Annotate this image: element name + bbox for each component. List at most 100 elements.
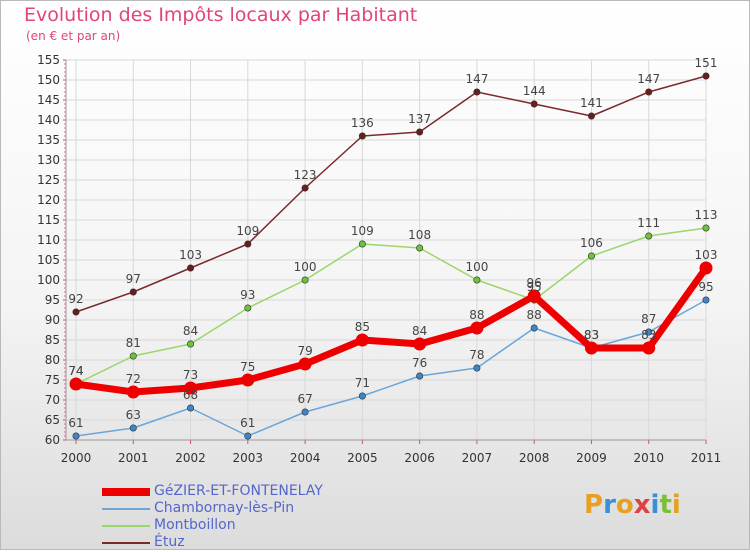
y-tick-label: 125: [37, 173, 60, 187]
data-point: [69, 377, 83, 391]
y-tick-label: 65: [45, 413, 60, 427]
data-point: [416, 244, 424, 252]
y-tick-label: 80: [45, 353, 60, 367]
x-tick-label: 2004: [290, 451, 321, 465]
y-tick-label: 95: [45, 293, 60, 307]
data-label: 83: [584, 328, 599, 342]
data-label: 136: [351, 116, 374, 130]
proxiti-logo: Proxiti: [584, 490, 681, 520]
data-label: 68: [183, 388, 198, 402]
logo-letter: o: [615, 490, 634, 520]
axis-layer: 60 65 70 75 80 85 90 95 100 105 110 115 120 125 130 135…: [37, 53, 721, 465]
series-chambornay-l-s-pin: [72, 296, 710, 440]
data-point: [129, 424, 137, 432]
data-point: [702, 224, 710, 232]
logo-letter: r: [603, 490, 616, 520]
data-label: 103: [179, 248, 202, 262]
data-point: [473, 88, 481, 96]
x-tick-label: 2010: [633, 451, 664, 465]
legend-swatch: [102, 542, 150, 544]
data-label: 144: [523, 84, 546, 98]
data-label: 74: [68, 364, 83, 378]
data-label: 147: [465, 72, 488, 86]
data-point: [416, 372, 424, 380]
x-tick-label: 2007: [462, 451, 493, 465]
y-tick-label: 75: [45, 373, 60, 387]
data-point: [473, 276, 481, 284]
data-label: 76: [412, 356, 427, 370]
data-point: [72, 308, 80, 316]
legend-label: GéZIER-ET-FONTENELAY: [154, 483, 323, 499]
x-tick-label: 2001: [118, 451, 149, 465]
chart-title: Evolution des Impôts locaux par Habitant: [24, 4, 418, 26]
y-tick-label: 145: [37, 93, 60, 107]
data-point: [645, 88, 653, 96]
data-point: [187, 264, 195, 272]
data-label: 97: [126, 272, 141, 286]
legend-label: Montboillon: [154, 517, 236, 533]
series-line: [75, 227, 707, 385]
data-label: 141: [580, 96, 603, 110]
logo-letter: P: [584, 490, 604, 520]
data-point: [129, 288, 137, 296]
data-label: 111: [637, 216, 660, 230]
data-point: [241, 373, 255, 387]
data-point: [358, 392, 366, 400]
data-point: [473, 364, 481, 372]
legend-label: Étuz: [154, 534, 185, 550]
y-tick-label: 130: [37, 153, 60, 167]
data-label: 123: [294, 168, 317, 182]
data-label: 109: [351, 224, 374, 238]
data-point: [702, 72, 710, 80]
data-label: 147: [637, 72, 660, 86]
x-tick-label: 2002: [175, 451, 206, 465]
x-tick-label: 2006: [404, 451, 435, 465]
data-label: 81: [126, 336, 141, 350]
chart-subtitle: (en € et par an): [26, 29, 121, 43]
data-label: 84: [412, 324, 427, 338]
data-label: 71: [355, 376, 370, 390]
x-tick-label: 2008: [519, 451, 550, 465]
data-point: [702, 296, 710, 304]
data-label: 113: [695, 208, 718, 222]
data-point: [470, 321, 484, 335]
series-line: [72, 264, 710, 396]
series-layer: [69, 72, 713, 440]
legend-swatch: [102, 525, 150, 527]
data-label: 106: [580, 236, 603, 250]
data-point: [645, 328, 653, 336]
logo-letter: x: [633, 490, 651, 520]
y-tick-label: 135: [37, 133, 60, 147]
data-point: [358, 132, 366, 140]
legend-swatch: [102, 508, 150, 510]
y-tick-label: 155: [37, 53, 60, 67]
data-point: [184, 381, 198, 395]
data-label: 88: [527, 308, 542, 322]
series-g-zier-et-fontenelay: [69, 261, 713, 399]
data-label: 83: [641, 328, 656, 342]
data-point: [530, 324, 538, 332]
data-point: [530, 100, 538, 108]
data-point: [587, 252, 595, 260]
data-point: [584, 341, 598, 355]
data-point: [187, 340, 195, 348]
data-label: 83: [584, 328, 599, 342]
data-point: [358, 240, 366, 248]
data-label: 95: [698, 280, 713, 294]
x-tick-label: 2000: [61, 451, 92, 465]
series-line: [75, 75, 707, 313]
y-tick-label: 120: [37, 193, 60, 207]
x-tick-label: 2005: [347, 451, 378, 465]
data-label-layer: 92 97 103 109 123 136 137 147 144 141 147 151 74 81 84…: [68, 56, 717, 430]
data-point: [244, 304, 252, 312]
data-label: 151: [695, 56, 718, 70]
data-point: [645, 232, 653, 240]
data-label: 92: [68, 292, 83, 306]
data-point: [587, 112, 595, 120]
logo-letter: i: [650, 490, 660, 520]
data-point: [413, 337, 427, 351]
legend-swatch: [102, 488, 150, 496]
data-point: [301, 184, 309, 192]
